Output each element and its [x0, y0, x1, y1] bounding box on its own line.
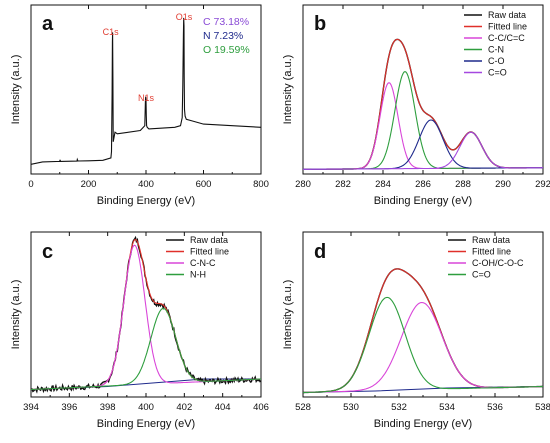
- x-tick-label: 284: [375, 179, 391, 190]
- x-axis-label: Binding Energy (eV): [97, 418, 195, 430]
- x-tick-label: 292: [535, 179, 550, 190]
- panel-b: b 280 282 284 286 288 290 292 Binding Energy (e…: [282, 4, 550, 207]
- x-tick-label: 402: [176, 402, 192, 413]
- x-tick-label: 534: [439, 402, 455, 413]
- composition-n: N 7.23%: [203, 30, 243, 42]
- series-line-c-o: [303, 119, 543, 170]
- series-line-fitted-line: [303, 268, 543, 394]
- x-axis-label: Binding Energy (eV): [97, 195, 195, 207]
- series-line-c-c-c-c: [303, 82, 543, 170]
- x-tick-label: 800: [253, 179, 269, 190]
- legend-label: C-N-C: [190, 258, 216, 268]
- panel-d-letter: d: [314, 241, 326, 263]
- legend-label: Raw data: [488, 10, 526, 20]
- peak-label: C1s: [103, 27, 120, 37]
- x-tick-label: 538: [535, 402, 550, 413]
- x-tick-label: 528: [295, 402, 311, 413]
- x-tick-label: 282: [335, 179, 351, 190]
- series-line-fitted-line: [31, 238, 261, 391]
- panel-c: c 394 396 398 400 402 404 406 Binding Energy (e…: [10, 231, 269, 430]
- x-tick-label: 404: [215, 402, 231, 413]
- x-tick-label: 600: [196, 179, 212, 190]
- series-line-survey: [31, 17, 261, 165]
- peak-label: N1s: [138, 93, 155, 103]
- x-tick-label: 532: [391, 402, 407, 413]
- panel-b-letter: b: [314, 13, 326, 35]
- legend-label: C-C/C=C: [488, 33, 525, 43]
- y-axis-label: Intensity (a.u.): [282, 55, 294, 125]
- x-tick-label: 288: [455, 179, 471, 190]
- legend-label: C=O: [488, 68, 507, 78]
- legend-label: Raw data: [190, 235, 228, 245]
- x-tick-label: 400: [138, 179, 154, 190]
- panel-a-composition: C 73.18% N 7.23% O 19.59%: [203, 16, 250, 56]
- legend-label: N-H: [190, 270, 206, 280]
- panel-d-frame: [302, 231, 544, 398]
- composition-c: C 73.18%: [203, 16, 249, 28]
- plot-area: [31, 235, 261, 394]
- y-axis-label: Intensity (a.u.): [282, 280, 294, 350]
- legend-label: Fitted line: [190, 247, 229, 257]
- x-tick-label: 290: [495, 179, 511, 190]
- legend-label: Fitted line: [472, 247, 511, 257]
- plot-area: [303, 268, 543, 394]
- series-line-raw-data: [303, 268, 543, 394]
- y-axis-label: Intensity (a.u.): [10, 55, 22, 125]
- x-tick-label: 400: [138, 402, 154, 413]
- legend-label: C-O: [488, 56, 505, 66]
- series-line-c-o: [303, 131, 543, 170]
- plot-area: [31, 17, 261, 165]
- x-tick-label: 394: [23, 402, 39, 413]
- x-tick-label: 286: [415, 179, 431, 190]
- series-line-c-oh-c-o-c: [303, 301, 543, 394]
- panel-c-frame: [30, 231, 262, 398]
- panel-c-letter: c: [42, 241, 53, 263]
- series-line-c-n: [303, 70, 543, 170]
- legend-label: C=O: [472, 270, 491, 280]
- plot-area: [303, 38, 543, 171]
- series-line-c-n-c: [31, 244, 261, 391]
- x-tick-label: 406: [253, 402, 269, 413]
- series-line-n-h: [31, 307, 261, 391]
- x-tick-label: 398: [100, 402, 116, 413]
- peak-label: O1s: [176, 12, 193, 22]
- series-line-c-o: [303, 296, 543, 394]
- x-tick-label: 0: [28, 179, 33, 190]
- x-tick-label: 280: [295, 179, 311, 190]
- x-tick-label: 200: [81, 179, 97, 190]
- panel-a-letter: a: [42, 13, 54, 35]
- panel-a: a C 73.18% N 7.23% O 19.59% 0 200 400 600 80…: [10, 4, 269, 207]
- legend-label: C-OH/C-O-C: [472, 258, 524, 268]
- series-line-raw-data: [31, 235, 261, 394]
- legend-label: Fitted line: [488, 22, 527, 32]
- x-axis-label: Binding Energy (eV): [374, 418, 472, 430]
- legend-label: Raw data: [472, 235, 510, 245]
- x-tick-label: 396: [61, 402, 77, 413]
- x-tick-label: 536: [487, 402, 503, 413]
- x-axis-label: Binding Energy (eV): [374, 195, 472, 207]
- legend-label: C-N: [488, 45, 504, 55]
- panel-d: d 528 530 532 534 536 538 Binding Energy (eV) I…: [282, 231, 550, 430]
- composition-o: O 19.59%: [203, 44, 250, 56]
- x-tick-label: 530: [343, 402, 359, 413]
- y-axis-label: Intensity (a.u.): [10, 280, 22, 350]
